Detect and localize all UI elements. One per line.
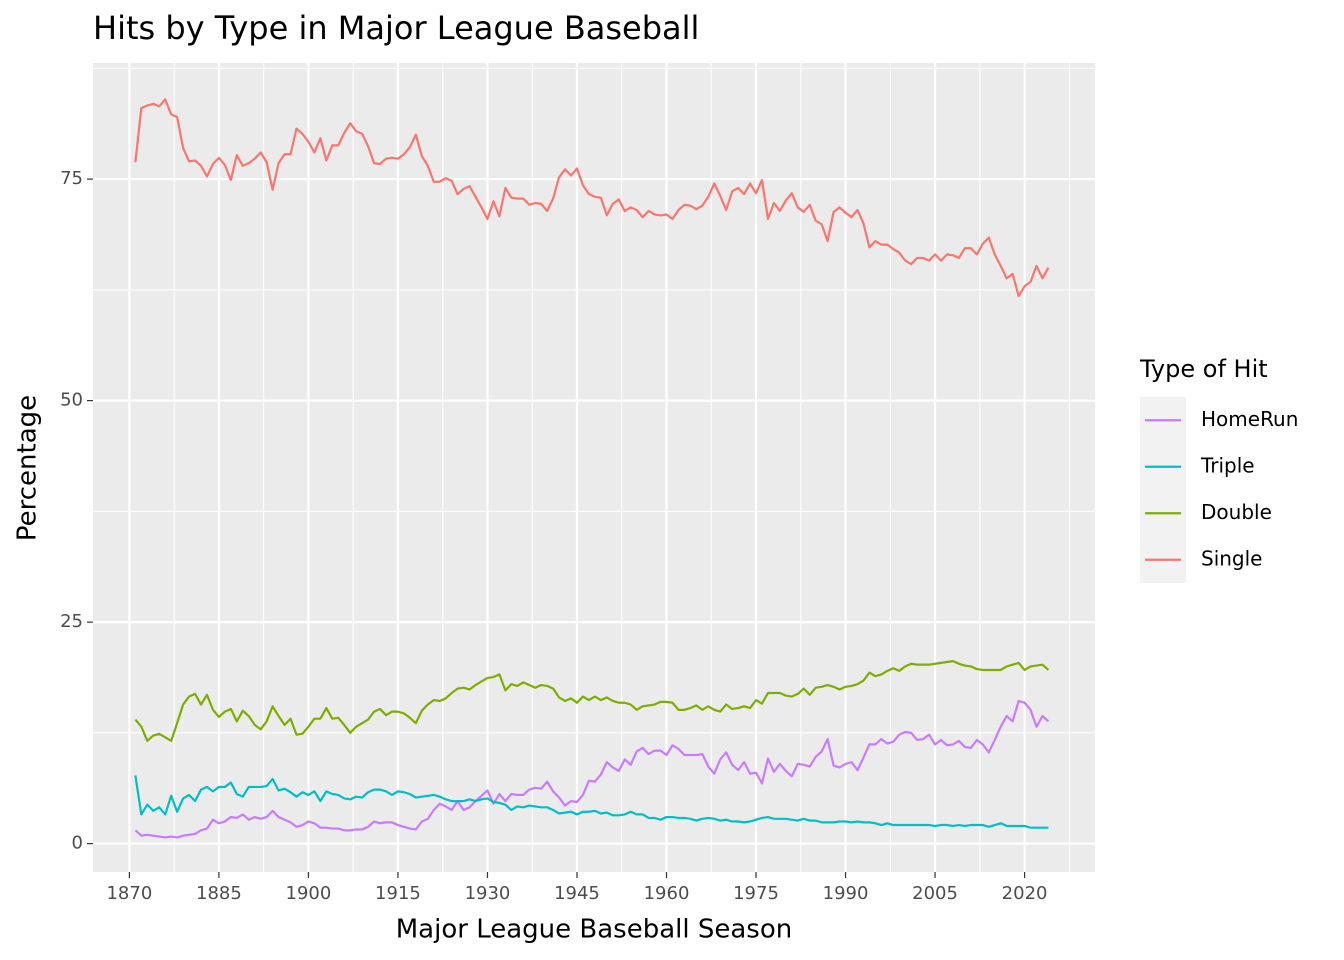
- x-tick-label: 1945: [554, 883, 600, 904]
- series-line: [134, 660, 1050, 742]
- x-tick-label: 1900: [286, 883, 332, 904]
- x-tick-label: 1975: [733, 883, 779, 904]
- x-tick-label: 1960: [644, 883, 690, 904]
- legend-label: Double: [1201, 500, 1272, 524]
- legend-label: Triple: [1200, 453, 1255, 477]
- x-tick-label: 1915: [375, 883, 421, 904]
- series-line: [134, 699, 1050, 839]
- legend-label: HomeRun: [1201, 407, 1298, 431]
- series-line: [134, 98, 1050, 298]
- x-tick-label: 1990: [823, 883, 869, 904]
- legend-title: Type of Hit: [1139, 355, 1268, 383]
- x-tick-label: 2005: [912, 883, 958, 904]
- series-line: [134, 775, 1049, 829]
- legend-key-background: [1140, 397, 1186, 583]
- x-tick-label: 1885: [196, 883, 242, 904]
- y-tick-label: 0: [72, 833, 83, 854]
- x-tick-label: 1930: [465, 883, 511, 904]
- y-tick-label: 50: [60, 390, 83, 411]
- legend-label: Single: [1201, 546, 1262, 570]
- y-tick-label: 75: [60, 168, 83, 189]
- x-tick-label: 2020: [1002, 883, 1048, 904]
- x-tick-label: 1870: [106, 883, 152, 904]
- x-axis-label: Major League Baseball Season: [396, 915, 792, 945]
- chart-title: Hits by Type in Major League Baseball: [93, 9, 699, 47]
- panel-background: [93, 63, 1095, 872]
- y-axis-label: Percentage: [13, 395, 43, 541]
- y-tick-label: 25: [60, 611, 83, 632]
- plot-area: [93, 63, 1095, 872]
